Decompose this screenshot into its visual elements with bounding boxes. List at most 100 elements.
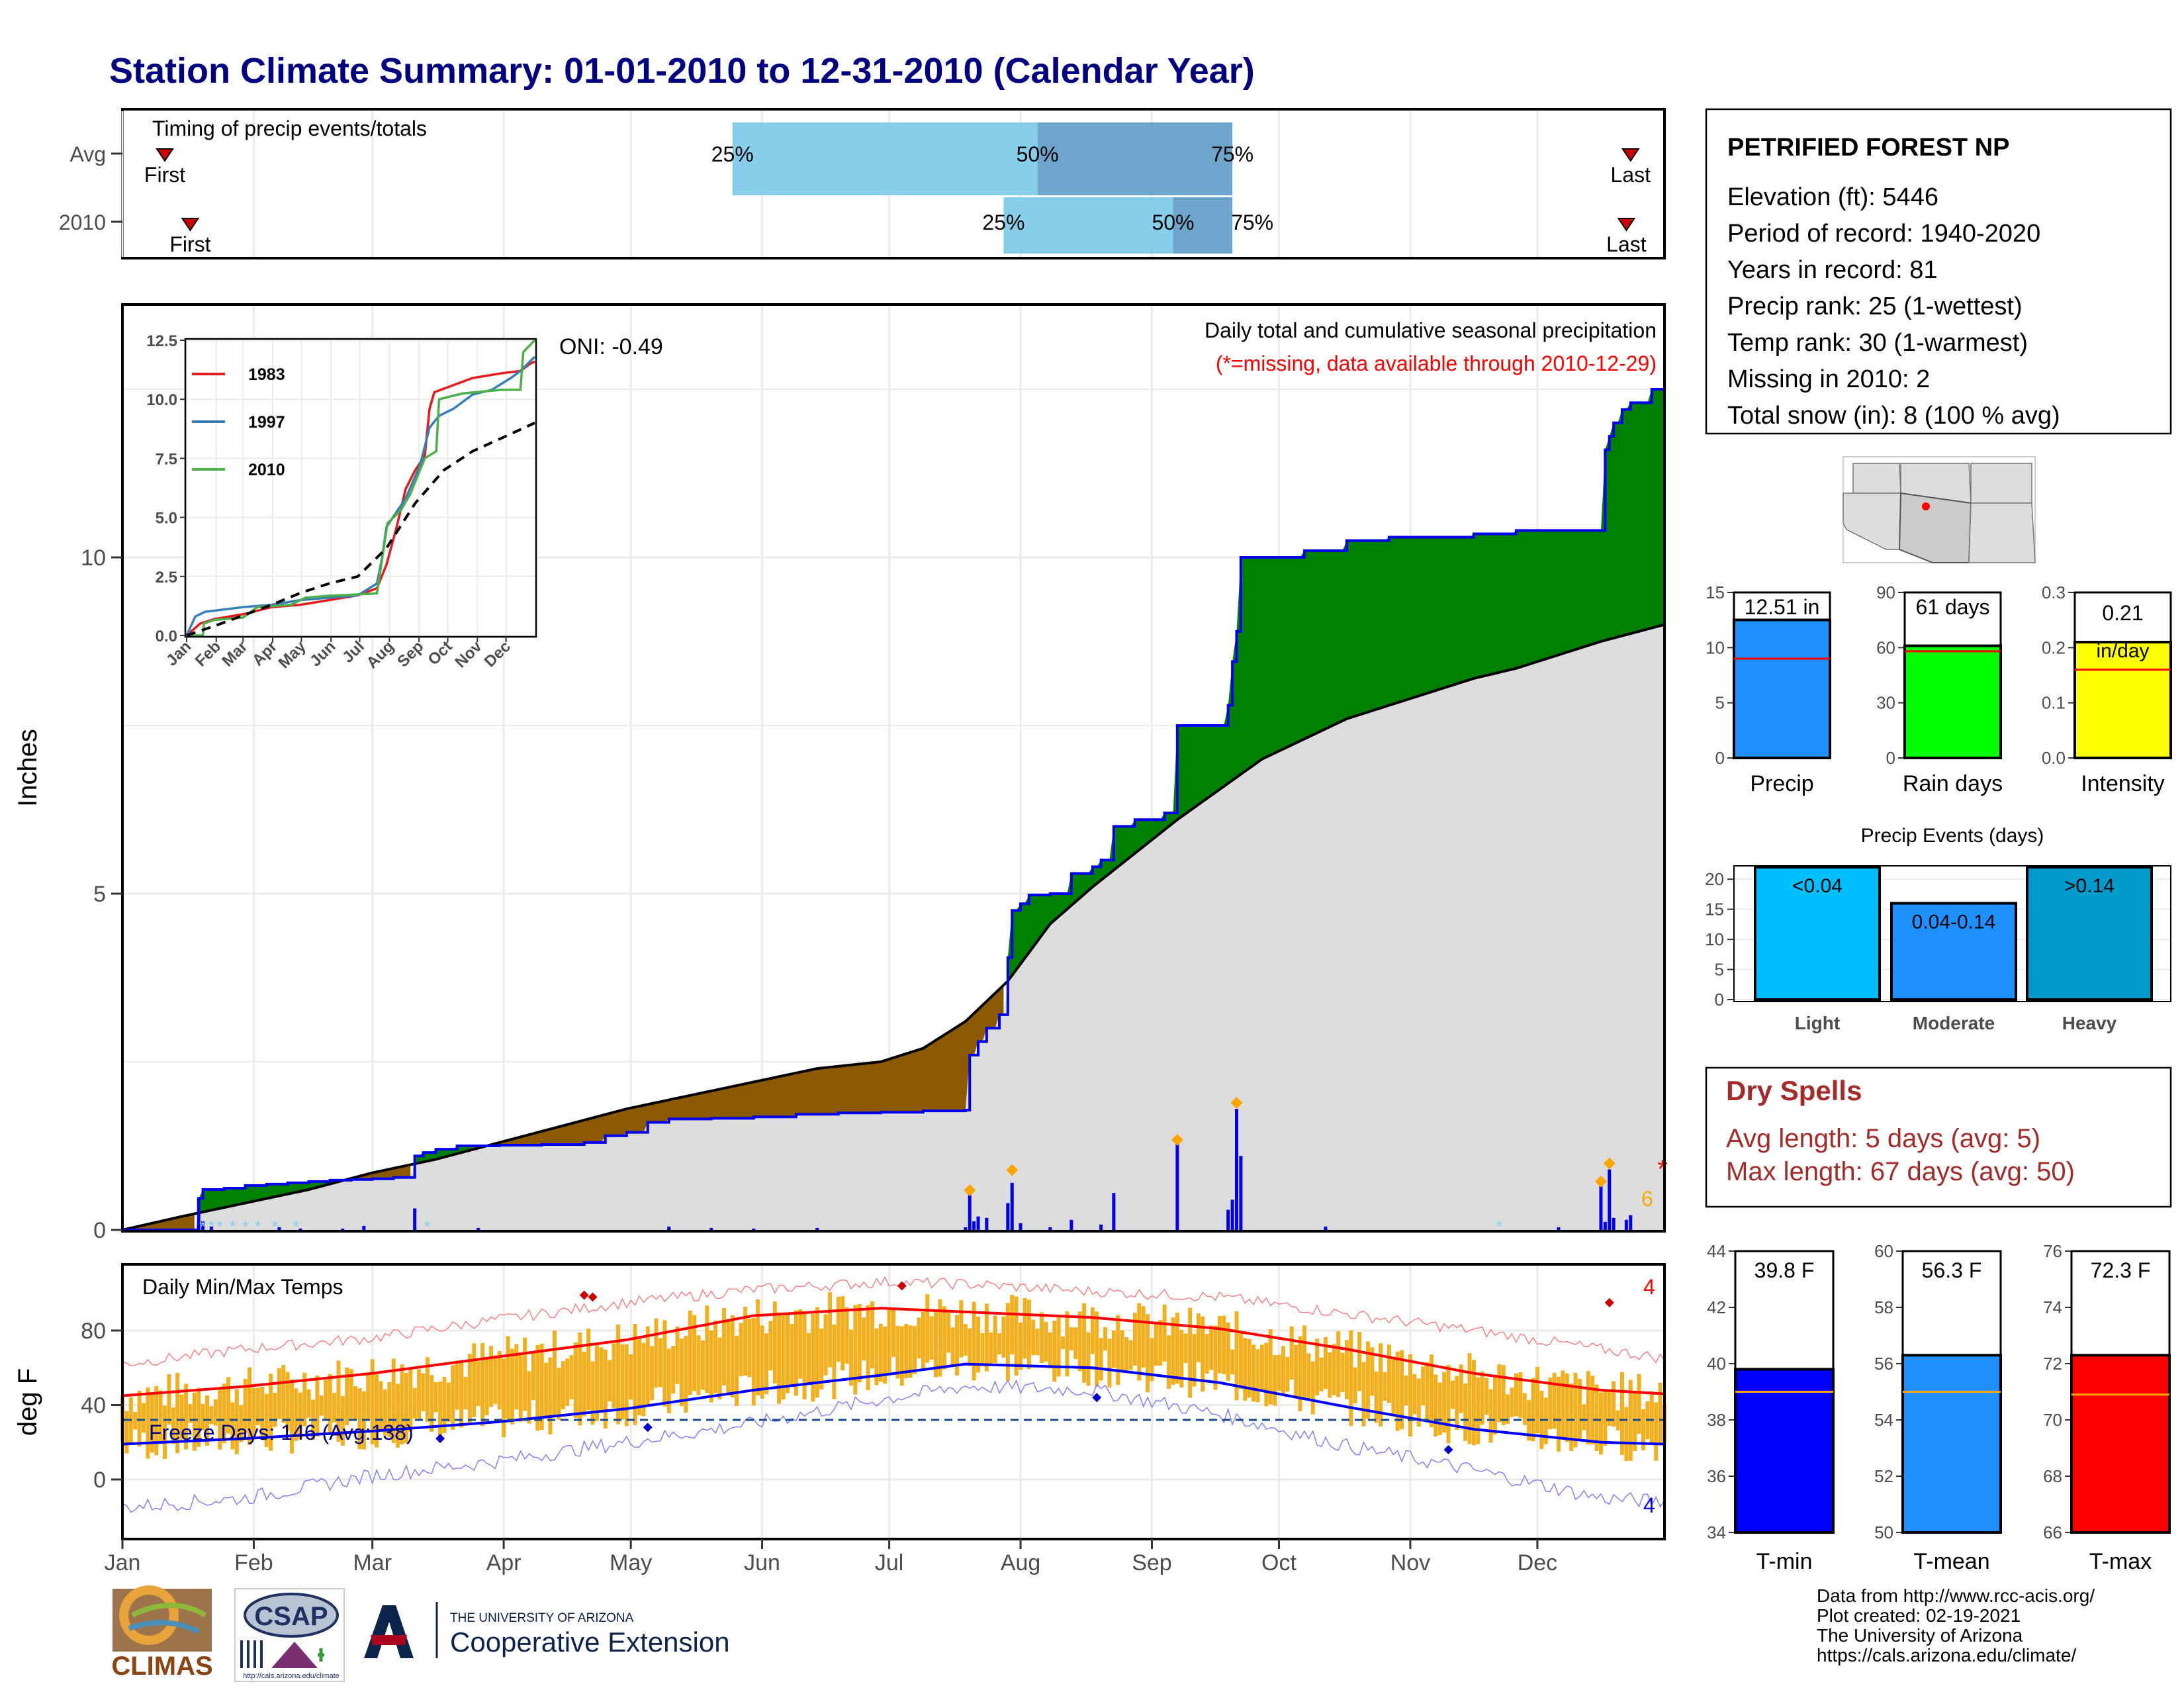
daily-temp-bar bbox=[188, 1404, 193, 1423]
daily-temp-bar bbox=[1484, 1378, 1489, 1415]
temp-summary-bar bbox=[1734, 1368, 1835, 1534]
oni-value: ONI: -0.49 bbox=[559, 334, 663, 359]
daily-temp-bar bbox=[1429, 1354, 1433, 1428]
daily-temp-bar bbox=[1281, 1346, 1285, 1395]
daily-precip-bar bbox=[964, 1227, 968, 1230]
daily-temp-bar bbox=[1116, 1315, 1120, 1385]
snow-marker: * bbox=[216, 1217, 223, 1237]
station-info-line: Missing in 2010: 2 bbox=[1727, 365, 1930, 393]
summary-value-label: 61 days bbox=[1915, 595, 1989, 619]
daily-temp-bar bbox=[989, 1332, 993, 1365]
daily-temp-bar bbox=[1654, 1402, 1659, 1461]
daily-temp-bar bbox=[1103, 1327, 1108, 1351]
snow-marker: * bbox=[255, 1217, 261, 1237]
summary-bar bbox=[2073, 641, 2172, 759]
daily-temp-bar bbox=[1349, 1330, 1353, 1427]
station-info-line: Elevation (ft): 5446 bbox=[1727, 183, 1938, 211]
daily-temp-bar bbox=[433, 1382, 438, 1413]
daily-temp-bar bbox=[345, 1367, 349, 1426]
daily-temp-bar bbox=[294, 1388, 298, 1441]
daily-temp-bar bbox=[675, 1326, 680, 1384]
daily-temp-bar bbox=[1310, 1361, 1315, 1415]
daily-temp-bar bbox=[645, 1326, 650, 1406]
daily-temp-bar bbox=[1497, 1364, 1502, 1423]
daily-temp-bar bbox=[806, 1333, 811, 1384]
daily-precip-bar bbox=[413, 1208, 417, 1230]
daily-precip-bar bbox=[209, 1226, 213, 1230]
daily-temp-bar bbox=[269, 1374, 273, 1451]
summary-value-label: 0.21 bbox=[2102, 601, 2143, 625]
temp-ytick-label: 40 bbox=[81, 1393, 106, 1419]
daily-temp-bar bbox=[1175, 1313, 1179, 1384]
daily-temp-bar bbox=[1273, 1355, 1277, 1406]
quartile-25-50-bar bbox=[732, 122, 1038, 195]
ua-logo: THE UNIVERSITY OF ARIZONA Cooperative Ex… bbox=[361, 1602, 730, 1658]
daily-temp-bar bbox=[730, 1315, 735, 1398]
daily-temp-bar bbox=[857, 1304, 862, 1383]
daily-temp-bar bbox=[1099, 1338, 1103, 1381]
q75-label: 75% bbox=[1231, 211, 1273, 234]
summary-ytick-label: 10 bbox=[1706, 637, 1725, 657]
daily-temp-bar bbox=[1365, 1341, 1370, 1419]
daily-temp-bar bbox=[1010, 1295, 1015, 1354]
daily-temp-bar bbox=[438, 1381, 443, 1442]
daily-temp-bar bbox=[815, 1307, 819, 1398]
daily-temp-bar bbox=[980, 1333, 985, 1367]
daily-temp-bar bbox=[692, 1315, 697, 1391]
q25-label: 25% bbox=[711, 142, 754, 166]
daily-temp-bar bbox=[565, 1358, 570, 1406]
temp-summary-category-label: T-max bbox=[2089, 1549, 2152, 1574]
daily-temp-bar bbox=[1031, 1319, 1036, 1356]
daily-temp-bar bbox=[1379, 1343, 1383, 1427]
daily-temp-bar bbox=[569, 1355, 574, 1399]
daily-temp-bar bbox=[658, 1338, 662, 1387]
daily-temp-bar bbox=[1132, 1313, 1137, 1366]
daily-temp-bar bbox=[324, 1380, 328, 1421]
daily-temp-bar bbox=[497, 1351, 502, 1410]
daily-precip-bar bbox=[197, 1198, 201, 1230]
daily-temp-bar bbox=[455, 1360, 459, 1410]
daily-temp-bar bbox=[1328, 1352, 1332, 1398]
daily-precip-bar bbox=[1239, 1156, 1243, 1230]
daily-temp-bar bbox=[917, 1317, 921, 1359]
temp-summary-t-max: 66 68 70 72 74 76 72.3 F T-max bbox=[2043, 1241, 2171, 1574]
daily-temp-bar bbox=[1023, 1297, 1027, 1359]
daily-precip-bar bbox=[1624, 1219, 1628, 1230]
daily-temp-bar bbox=[1289, 1326, 1294, 1380]
station-name: PETRIFIED FOREST NP bbox=[1727, 134, 2009, 162]
footer-line: https://cals.arizona.edu/climate/ bbox=[1817, 1645, 2076, 1665]
daily-temp-bar bbox=[175, 1372, 180, 1454]
locator-map bbox=[1843, 456, 2036, 563]
month-label: May bbox=[610, 1550, 652, 1575]
daily-temp-bar bbox=[375, 1373, 379, 1448]
daily-temp-bar bbox=[425, 1357, 430, 1422]
daily-temp-bar bbox=[883, 1326, 887, 1384]
daily-temp-bar bbox=[823, 1314, 828, 1376]
daily-temp-bar bbox=[1518, 1372, 1523, 1419]
daily-temp-bar bbox=[298, 1392, 302, 1440]
temp-ylabel: deg F bbox=[13, 1368, 42, 1436]
daily-temp-bar bbox=[476, 1361, 480, 1406]
daily-temp-bar bbox=[1446, 1364, 1451, 1444]
daily-temp-bar bbox=[396, 1383, 400, 1448]
ua-small-text: THE UNIVERSITY OF ARIZONA bbox=[450, 1611, 634, 1625]
daily-temp-bar bbox=[968, 1328, 972, 1366]
daily-temp-bar bbox=[277, 1368, 281, 1419]
daily-temp-bar bbox=[1565, 1373, 1569, 1442]
daily-temp-bar bbox=[1315, 1338, 1320, 1396]
daily-temp-bar bbox=[1569, 1383, 1574, 1451]
daily-temp-bar bbox=[1649, 1391, 1654, 1444]
daily-temp-bar bbox=[1522, 1393, 1527, 1425]
daily-temp-bar bbox=[383, 1389, 387, 1436]
month-label: Jan bbox=[105, 1550, 141, 1575]
daily-temp-bar bbox=[925, 1294, 930, 1363]
daily-precip-bar bbox=[1557, 1227, 1561, 1230]
first-event-marker bbox=[181, 218, 200, 232]
last-event-marker bbox=[1621, 148, 1640, 162]
temp-summary-t-mean: 50 52 54 56 58 60 56.3 F T-mean bbox=[1874, 1241, 2002, 1574]
daily-temp-bar bbox=[603, 1349, 608, 1429]
daily-temp-bar bbox=[984, 1303, 989, 1372]
events-bar-light bbox=[1754, 866, 1881, 1001]
daily-temp-bar bbox=[1332, 1344, 1336, 1395]
daily-temp-bar bbox=[290, 1379, 295, 1454]
